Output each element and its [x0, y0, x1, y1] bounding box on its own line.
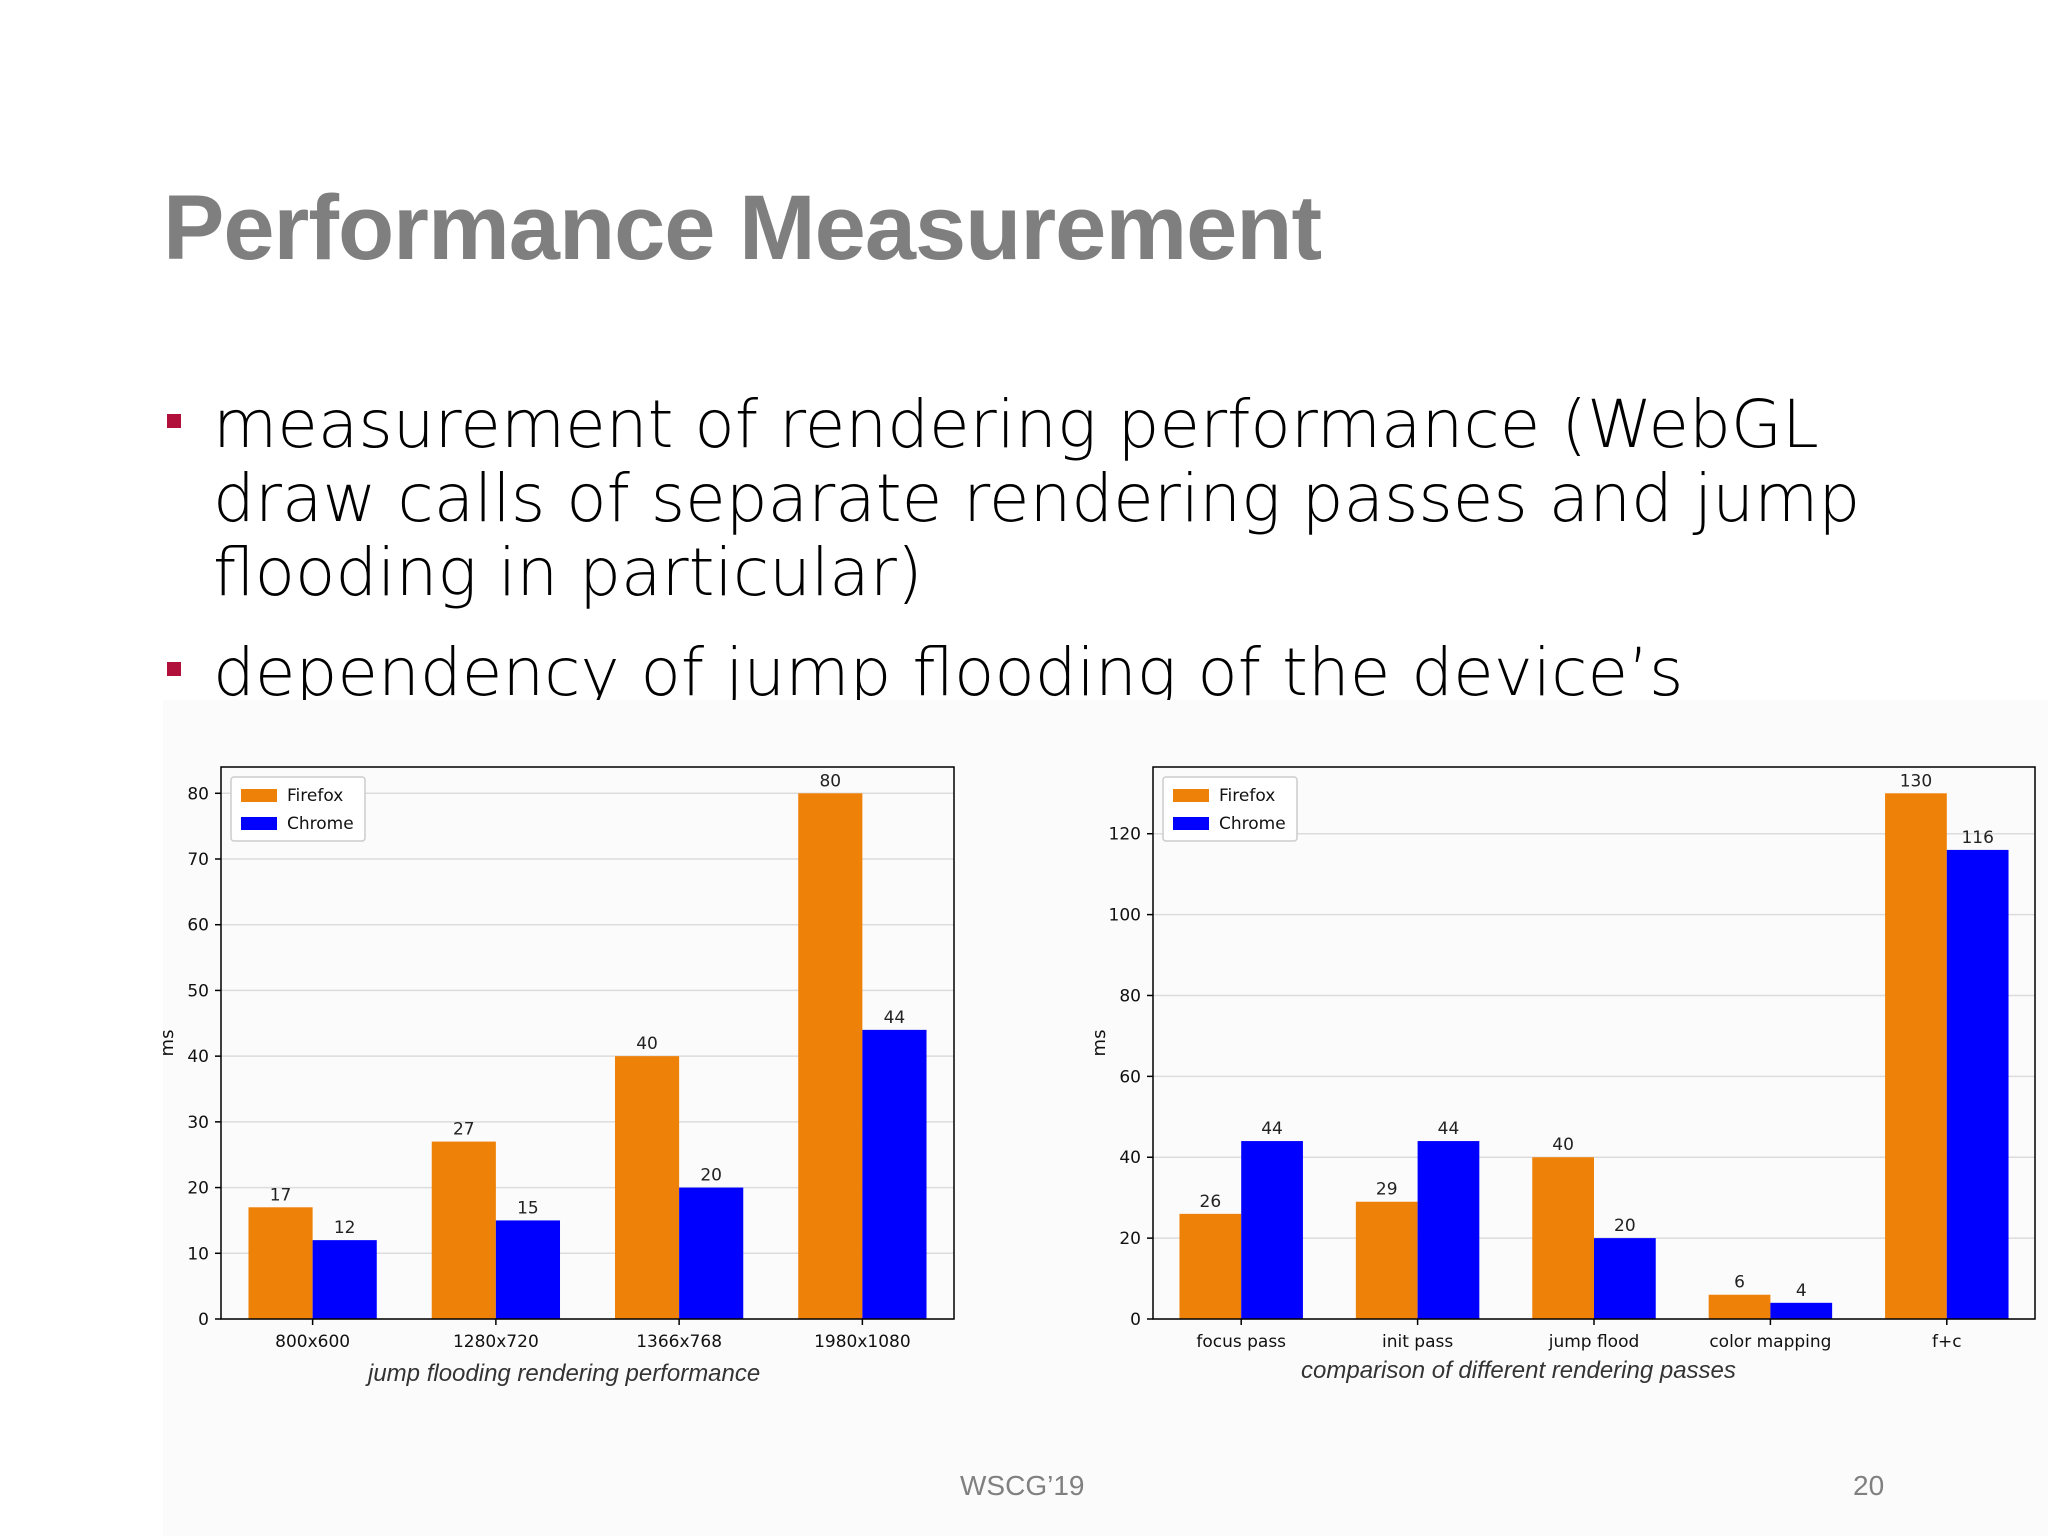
- x-tick-label: focus pass: [1196, 1332, 1286, 1352]
- data-label: 29: [1376, 1180, 1398, 1200]
- y-axis-label: ms: [163, 1030, 178, 1057]
- footer-page-number: 20: [1853, 1470, 1885, 1501]
- y-axis-label: ms: [1089, 1030, 1110, 1057]
- legend-label: Chrome: [287, 814, 354, 834]
- y-tick-label: 20: [1119, 1229, 1141, 1249]
- y-tick-label: 120: [1109, 825, 1141, 845]
- data-label: 40: [1552, 1135, 1574, 1155]
- y-tick-label: 0: [1130, 1310, 1141, 1330]
- y-tick-label: 0: [198, 1310, 209, 1330]
- y-tick-label: 40: [187, 1047, 209, 1067]
- bar-chrome: [312, 1240, 377, 1319]
- legend-swatch-chrome: [1173, 817, 1209, 830]
- legend-label: Firefox: [1219, 786, 1275, 806]
- bar-chrome: [862, 1029, 927, 1319]
- data-label: 6: [1734, 1273, 1745, 1293]
- x-tick-label: 1980x1080: [814, 1332, 911, 1352]
- chart-resolution: 17 12 800x600 27 15 1280x720 40 20 1366x768 80 44 1…: [163, 766, 955, 1352]
- plot-frame: [220, 766, 955, 1320]
- bar-firefox: [1179, 1213, 1242, 1319]
- y-tick-label: 60: [1119, 1067, 1141, 1087]
- data-label: 27: [453, 1120, 475, 1140]
- y-tick-label: 30: [187, 1113, 209, 1133]
- chart-caption-resolution: jump flooding rendering performance: [368, 1360, 761, 1387]
- data-label: 40: [636, 1034, 658, 1054]
- bar-chrome: [1594, 1238, 1656, 1319]
- bar-firefox: [798, 793, 863, 1319]
- data-label: 20: [700, 1166, 722, 1186]
- y-tick-label: 80: [1119, 986, 1141, 1006]
- bar-chrome: [1417, 1141, 1480, 1319]
- y-tick-label: 50: [187, 981, 209, 1001]
- bar-firefox: [431, 1141, 496, 1319]
- x-tick-label: 800x600: [275, 1332, 350, 1352]
- bullet-item: measurement of rendering performance (We…: [163, 388, 2003, 610]
- bar-chrome: [1770, 1302, 1833, 1319]
- data-label: 44: [1261, 1119, 1283, 1139]
- bullet-text: measurement of rendering performance (We…: [213, 386, 1861, 611]
- bar-firefox: [614, 1056, 680, 1319]
- x-tick-label: jump flood: [1548, 1332, 1640, 1352]
- y-tick-label: 100: [1109, 906, 1141, 926]
- data-label: 130: [1900, 771, 1932, 791]
- legend-label: Firefox: [287, 786, 343, 806]
- bar-firefox: [1708, 1294, 1771, 1319]
- data-label: 44: [884, 1008, 906, 1028]
- data-label: 20: [1614, 1216, 1636, 1236]
- bar-chrome: [679, 1187, 744, 1319]
- y-tick-label: 60: [187, 916, 209, 936]
- bar-firefox: [1885, 793, 1947, 1319]
- data-label: 116: [1961, 828, 1993, 848]
- y-tick-label: 20: [187, 1179, 209, 1199]
- data-label: 12: [334, 1218, 356, 1238]
- x-tick-label: color mapping: [1709, 1332, 1831, 1352]
- y-tick-label: 10: [187, 1244, 209, 1264]
- figure-panel: 17 12 800x600 27 15 1280x720 40 20 1366x768 80 44 1…: [163, 700, 2048, 1536]
- y-tick-label: 70: [187, 850, 209, 870]
- bar-firefox: [248, 1207, 313, 1319]
- legend-swatch-firefox: [1173, 789, 1209, 802]
- data-label: 4: [1796, 1281, 1807, 1301]
- data-label: 26: [1200, 1192, 1222, 1212]
- data-label: 44: [1438, 1119, 1460, 1139]
- legend-swatch-firefox: [241, 789, 277, 802]
- legend-label: Chrome: [1219, 814, 1286, 834]
- x-tick-label: init pass: [1382, 1332, 1453, 1352]
- bar-chrome: [1946, 849, 2009, 1319]
- x-tick-label: 1280x720: [453, 1332, 539, 1352]
- bar-firefox: [1532, 1157, 1594, 1319]
- slide-title: Performance Measurement: [163, 177, 1322, 279]
- y-tick-label: 40: [1119, 1148, 1141, 1168]
- plot-frame: [1152, 766, 2036, 1320]
- legend-swatch-chrome: [241, 817, 277, 830]
- data-label: 15: [517, 1198, 539, 1218]
- data-label: 80: [819, 771, 841, 791]
- data-label: 17: [270, 1185, 292, 1205]
- y-tick-label: 80: [187, 784, 209, 804]
- bar-chrome: [1241, 1141, 1303, 1319]
- x-tick-label: f+c: [1932, 1332, 1962, 1352]
- bar-chrome: [495, 1220, 561, 1319]
- bullet-square-icon: [167, 662, 181, 676]
- footer-conference: WSCG’19: [960, 1470, 1085, 1501]
- bullet-square-icon: [167, 414, 181, 428]
- chart-caption-passes: comparison of different rendering passes: [1301, 1357, 1736, 1384]
- bar-firefox: [1355, 1201, 1418, 1319]
- x-tick-label: 1366x768: [636, 1332, 722, 1352]
